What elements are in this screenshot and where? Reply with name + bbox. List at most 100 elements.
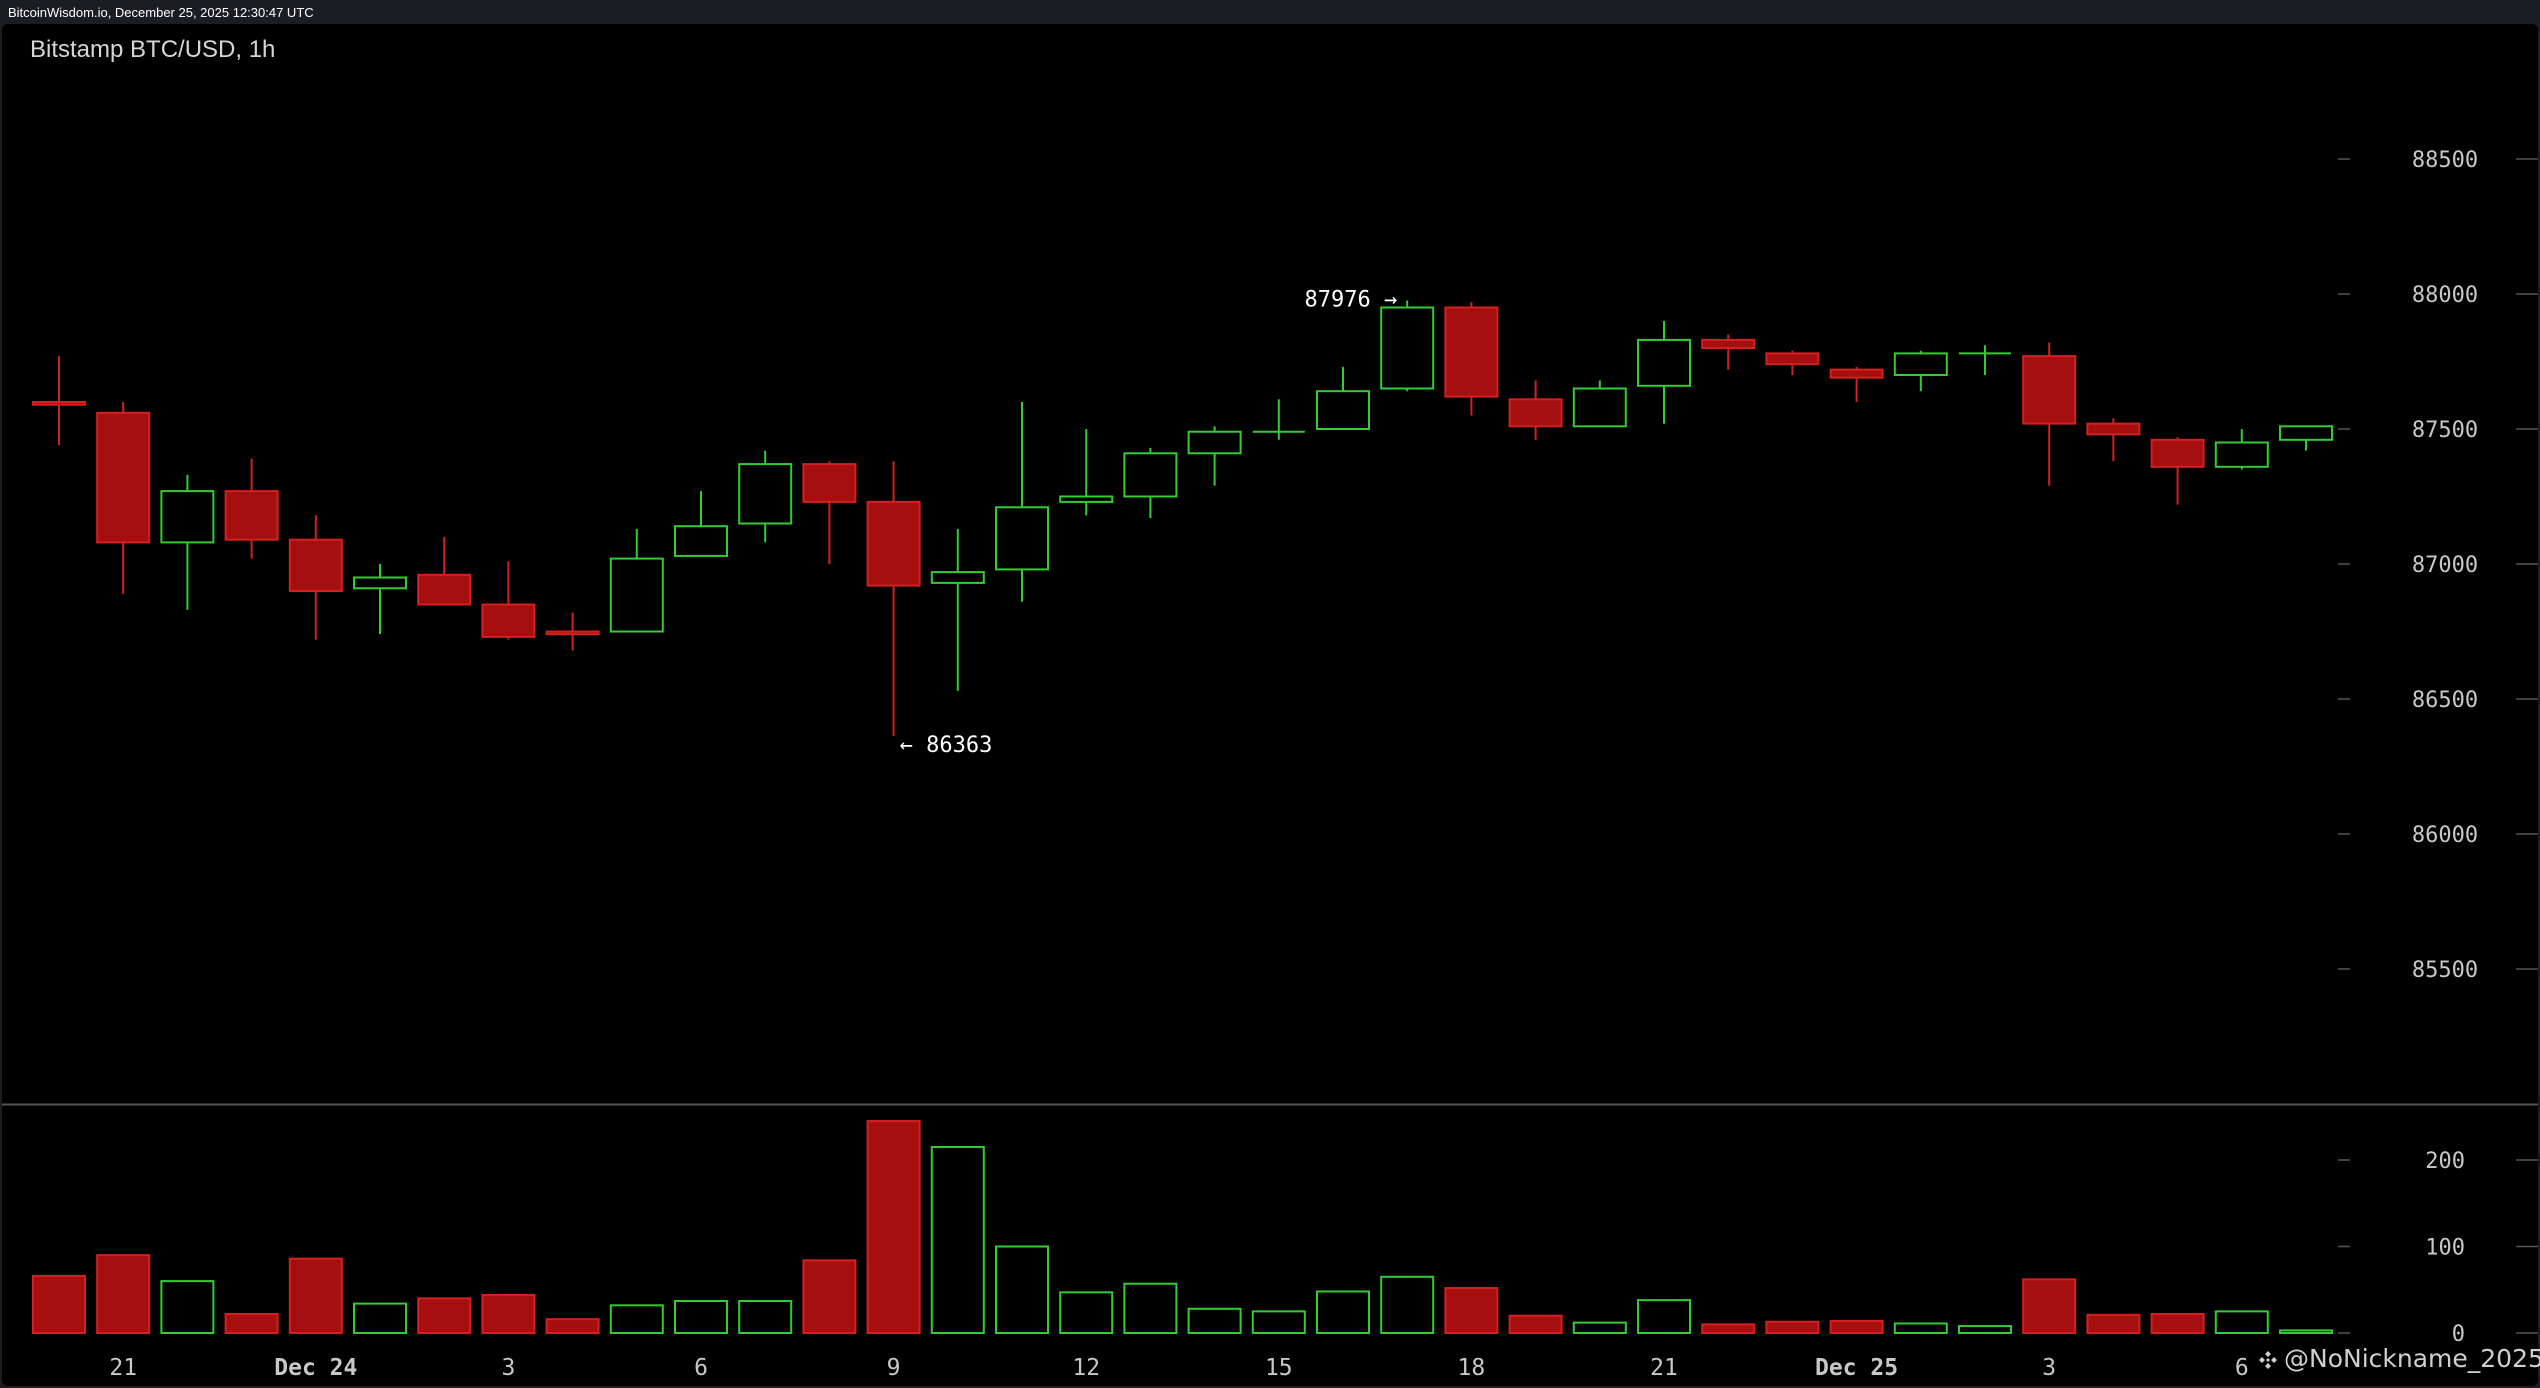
volume-bar bbox=[353, 1302, 407, 1334]
volume-bar bbox=[802, 1259, 857, 1334]
candle-body bbox=[1123, 452, 1178, 498]
volume-bar bbox=[417, 1297, 472, 1335]
candle-body bbox=[1893, 352, 1948, 376]
time-axis-label: 15 bbox=[1265, 1355, 1293, 1381]
watermark-text: @NoNickname_2025 bbox=[2284, 1344, 2540, 1373]
price-annotation: 87976 → bbox=[1304, 287, 1397, 312]
source-line: BitcoinWisdom.io, December 25, 2025 12:3… bbox=[8, 5, 314, 20]
volume-bar bbox=[288, 1257, 343, 1334]
candle-body bbox=[1187, 430, 1242, 455]
volume-bar bbox=[1380, 1275, 1435, 1335]
candle-body bbox=[481, 603, 536, 638]
candle-body bbox=[353, 576, 407, 590]
top-info-bar: BitcoinWisdom.io, December 25, 2025 12:3… bbox=[0, 0, 2540, 24]
candle-body bbox=[2279, 425, 2333, 441]
volume-bar bbox=[160, 1280, 215, 1334]
candle-body bbox=[738, 463, 793, 525]
volume-tick-label: 200 bbox=[2425, 1149, 2465, 1174]
time-axis-label: 6 bbox=[2235, 1355, 2249, 1381]
time-axis-label: Dec 24 bbox=[274, 1355, 357, 1381]
price-tick-label: 86500 bbox=[2412, 688, 2478, 713]
candle-body bbox=[866, 500, 921, 587]
volume-bar bbox=[1508, 1314, 1563, 1334]
candle-body bbox=[1637, 338, 1691, 387]
volume-bar bbox=[1637, 1299, 1691, 1335]
chart-panel: 85500 86000 86500 87000 87500 88000 88500 0 100 2… bbox=[2, 24, 2538, 1386]
candle-body bbox=[1444, 306, 1499, 398]
volume-bar bbox=[2279, 1329, 2333, 1335]
candle-body bbox=[2214, 441, 2269, 468]
watermark: @NoNickname_2025 bbox=[2258, 1344, 2540, 1373]
volume-bar bbox=[1958, 1325, 2012, 1334]
chart-title: Bitstamp BTC/USD, 1h bbox=[30, 36, 276, 63]
volume-bar bbox=[1701, 1323, 1756, 1334]
volume-bar bbox=[1123, 1282, 1178, 1334]
candle-body bbox=[674, 525, 728, 557]
candle-body bbox=[1765, 352, 1820, 366]
candle-body bbox=[2150, 438, 2205, 468]
price-tick-label: 87000 bbox=[2412, 553, 2478, 578]
price-tick-label: 86000 bbox=[2412, 823, 2478, 848]
volume-bar bbox=[609, 1304, 664, 1334]
volume-bar bbox=[2214, 1310, 2269, 1334]
volume-bar bbox=[866, 1120, 921, 1334]
volume-tick-label: 0 bbox=[2452, 1322, 2465, 1347]
volume-bar bbox=[224, 1312, 279, 1334]
volume-bar bbox=[2150, 1312, 2205, 1334]
volume-bar bbox=[32, 1274, 86, 1335]
candle-body bbox=[1701, 338, 1756, 349]
volume-bar bbox=[2022, 1278, 2077, 1334]
candle-body bbox=[802, 463, 857, 503]
time-axis-label: 21 bbox=[1650, 1355, 1678, 1381]
volume-bar bbox=[1059, 1291, 1114, 1334]
volume-bar bbox=[1187, 1307, 1242, 1335]
candle-body bbox=[96, 411, 151, 544]
volume-tick-label: 100 bbox=[2425, 1236, 2465, 1261]
candle-body bbox=[1829, 368, 1884, 379]
volume-bar bbox=[545, 1318, 600, 1335]
volume-bar bbox=[738, 1299, 793, 1334]
time-axis-label: 21 bbox=[109, 1355, 137, 1381]
candle-body bbox=[995, 506, 1049, 571]
volume-bar bbox=[1251, 1310, 1306, 1334]
binance-diamond-icon bbox=[2259, 1351, 2277, 1369]
candle-body bbox=[2022, 355, 2077, 425]
volume-bar bbox=[1444, 1287, 1499, 1335]
time-axis-label: Dec 25 bbox=[1815, 1355, 1898, 1381]
volume-bar bbox=[96, 1254, 151, 1335]
time-axis-label: 18 bbox=[1458, 1355, 1486, 1381]
candle-body bbox=[609, 557, 664, 633]
time-axis-label: 6 bbox=[694, 1355, 708, 1381]
volume-bar bbox=[2086, 1313, 2141, 1334]
candle-body bbox=[1380, 306, 1435, 390]
candle-body bbox=[32, 401, 86, 406]
time-axis-label: 3 bbox=[501, 1355, 515, 1381]
price-tick-label: 87500 bbox=[2412, 418, 2478, 443]
volume-bar bbox=[1316, 1290, 1370, 1334]
price-tick-label: 85500 bbox=[2412, 958, 2478, 983]
time-axis-label: 12 bbox=[1072, 1355, 1100, 1381]
volume-bar bbox=[1893, 1322, 1948, 1334]
volume-bar bbox=[930, 1146, 985, 1335]
price-annotation: ← 86363 bbox=[900, 733, 993, 758]
candle-body bbox=[1059, 495, 1114, 503]
candle-body bbox=[288, 538, 343, 593]
candle-body bbox=[1572, 387, 1627, 428]
volume-bar bbox=[481, 1293, 536, 1334]
time-axis-label: 3 bbox=[2042, 1355, 2056, 1381]
candle-body bbox=[2086, 422, 2141, 436]
candle-body bbox=[160, 490, 215, 544]
volume-bar bbox=[674, 1299, 728, 1334]
candle-body bbox=[417, 573, 472, 606]
volume-bar bbox=[1765, 1320, 1820, 1335]
volume-bar bbox=[1572, 1321, 1627, 1334]
price-tick-label: 88000 bbox=[2412, 283, 2478, 308]
volume-bar bbox=[995, 1245, 1049, 1334]
candle-body bbox=[1508, 398, 1563, 428]
candlestick-chart[interactable]: 85500 86000 86500 87000 87500 88000 88500 0 100 2… bbox=[2, 24, 2538, 1386]
volume-bar bbox=[1829, 1319, 1884, 1335]
time-axis-label: 9 bbox=[887, 1355, 901, 1381]
candle-body bbox=[545, 630, 600, 636]
candle-body bbox=[930, 571, 985, 584]
candle-body bbox=[224, 490, 279, 541]
